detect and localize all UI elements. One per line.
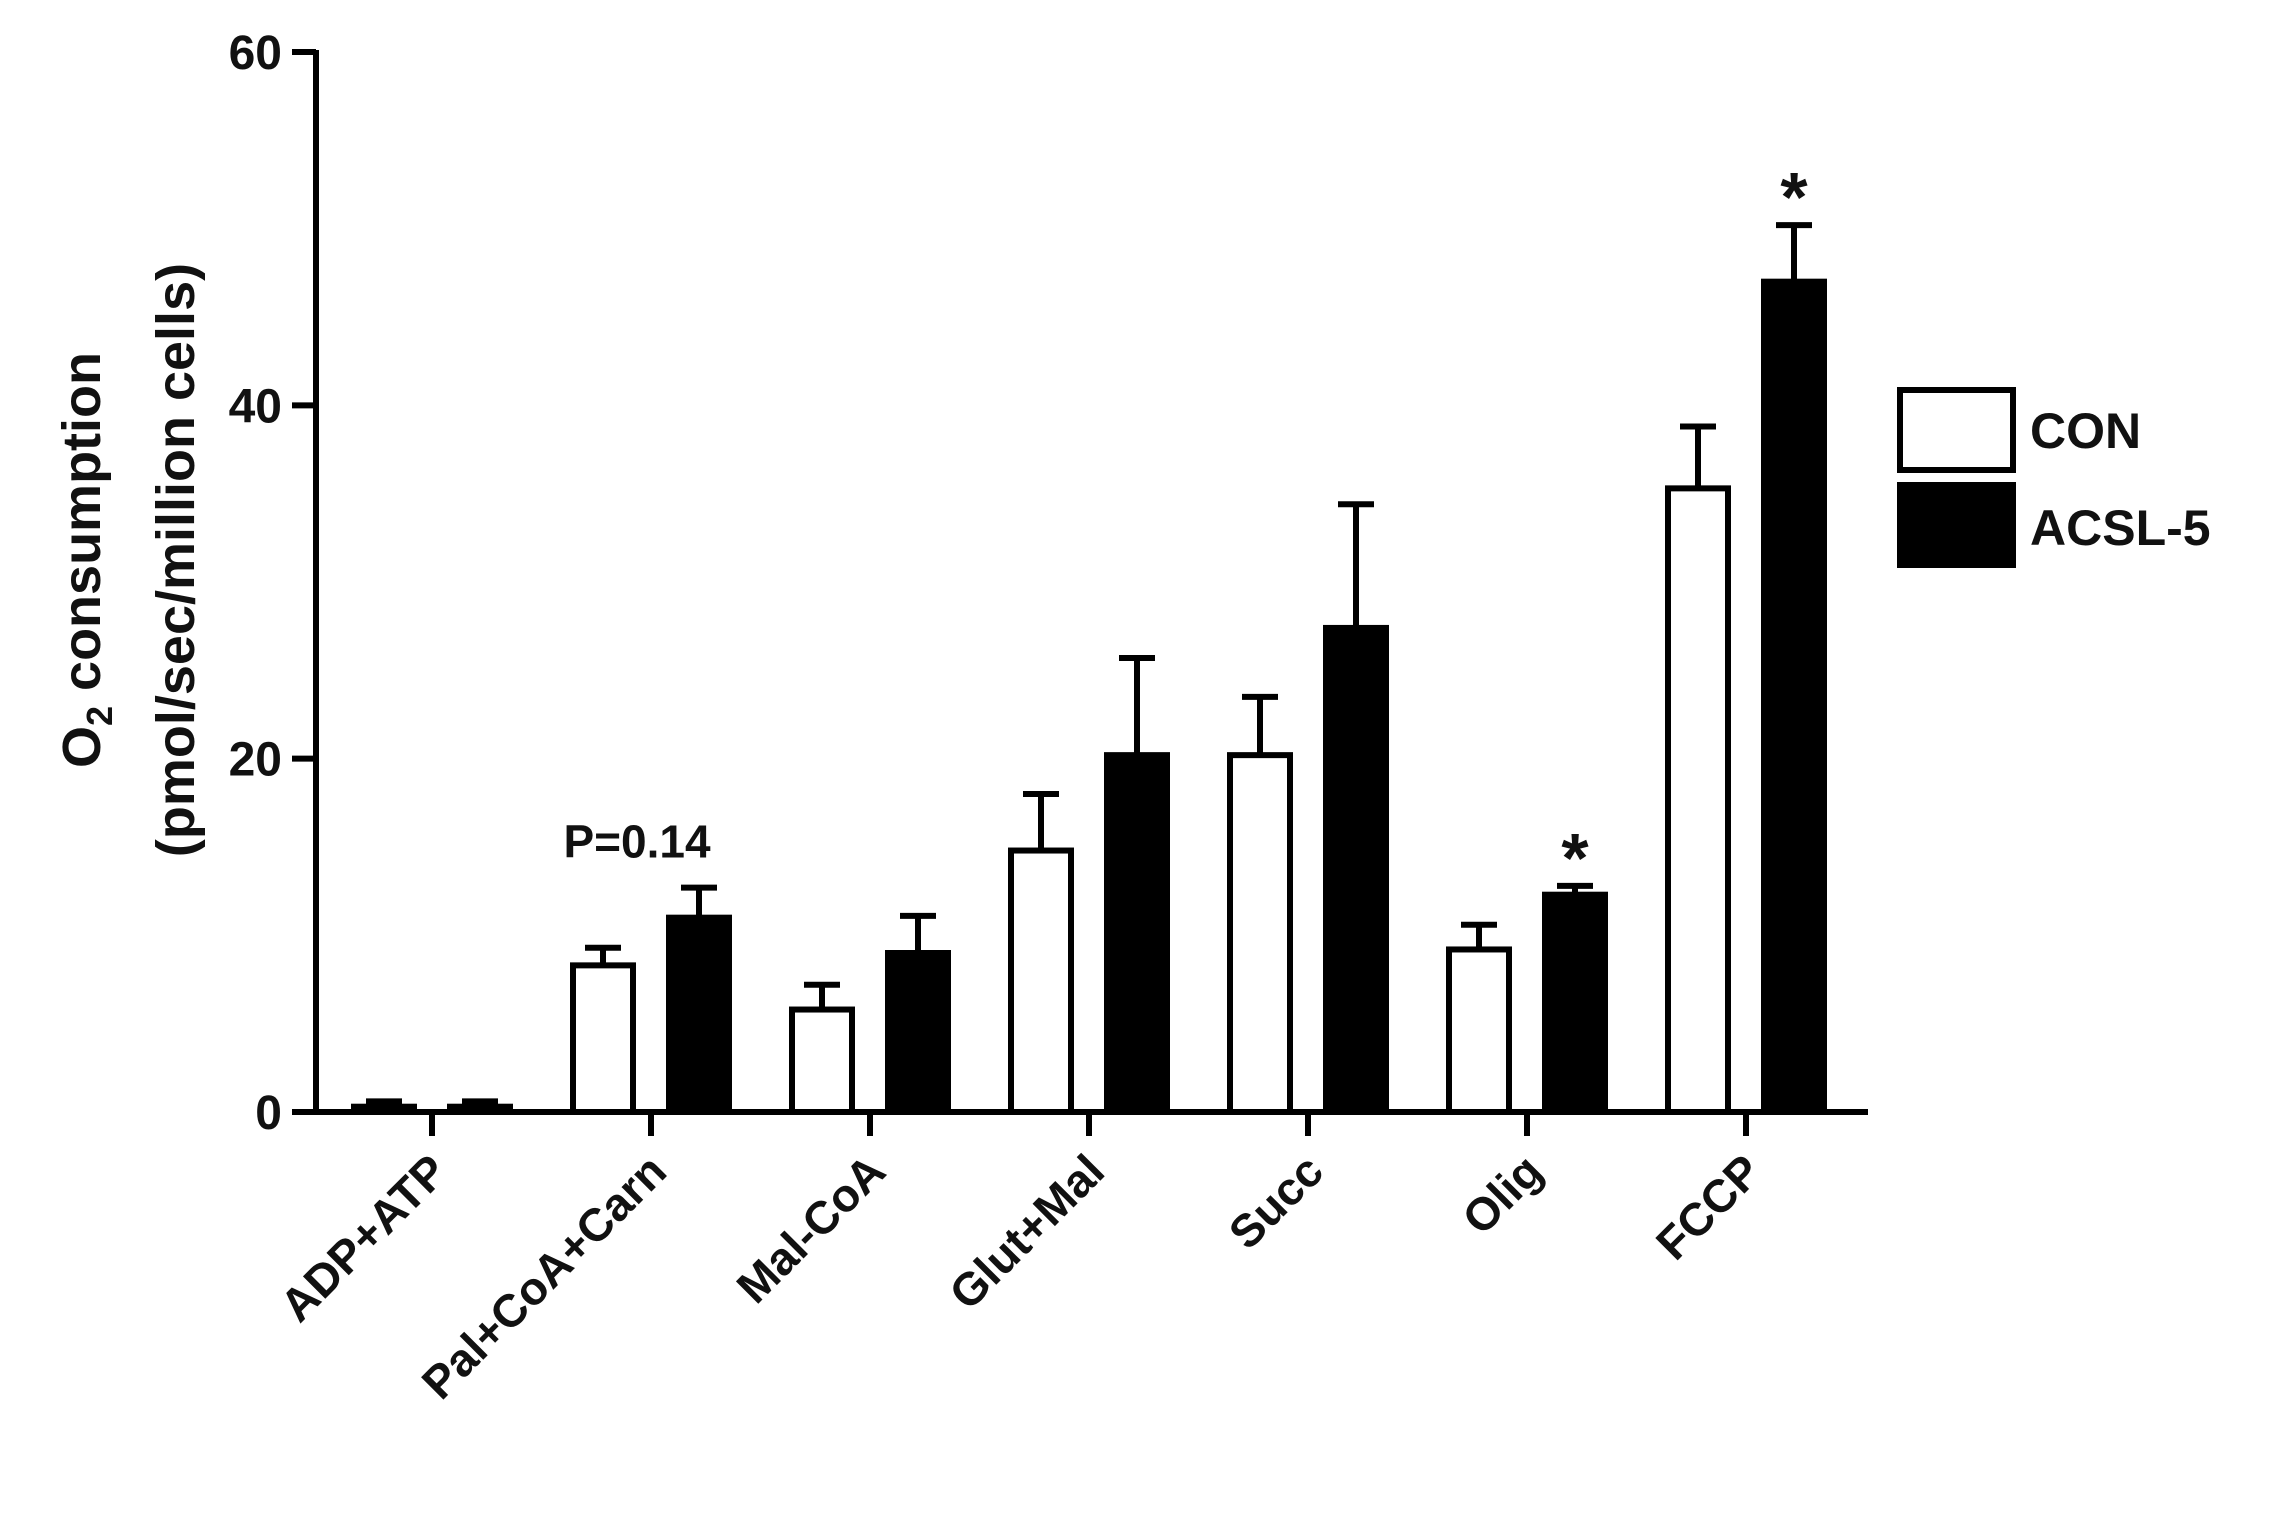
y-tick-label-0: 0 (255, 1087, 282, 1140)
y-axis-label-subscript: 2 (79, 706, 120, 726)
legend-label-acsl5: ACSL-5 (2030, 500, 2211, 556)
x-tick-label-mal-coa: Mal-CoA (726, 1144, 895, 1313)
bar-acsl-5-olig (1542, 891, 1608, 1116)
annotations-layer: P=0.14 * * (563, 158, 1808, 897)
legend-swatch-acsl5 (1897, 482, 2016, 568)
bars-layer (351, 278, 1827, 1116)
legend: CON ACSL-5 (1897, 387, 2211, 568)
x-tick-label-adp-atp: ADP+ATP (270, 1144, 457, 1331)
x-tick-label-olig: Olig (1452, 1144, 1552, 1244)
y-tick-label-20: 20 (229, 734, 282, 787)
bar-acsl-5-glut-mal (1104, 752, 1170, 1116)
bar-con-glut-mal (1008, 847, 1074, 1115)
legend-swatch-con (1897, 387, 2016, 473)
bar-con-mal-coa (789, 1006, 855, 1115)
bar-acsl-5-succ (1323, 624, 1389, 1116)
annotation-olig: * (1561, 819, 1589, 897)
y-axis-label-o: O (52, 726, 112, 768)
y-tick-label-60: 60 (229, 27, 282, 80)
bar-con-fccp (1665, 485, 1731, 1116)
y-tick-label-40: 40 (229, 380, 282, 433)
y-axis-label: O2 consumption (pmol/sec/million cells) (52, 263, 206, 857)
x-tick-label-glut-mal: Glut+Mal (939, 1144, 1114, 1319)
annotation-fccp: * (1780, 158, 1808, 236)
bar-acsl-5-fccp (1761, 278, 1827, 1115)
y-axis-label-line2: (pmol/sec/million cells) (146, 263, 206, 857)
x-tick-label-succ: Succ (1219, 1144, 1334, 1259)
y-axis-label-line1: O2 consumption (52, 352, 120, 768)
bar-con-succ (1227, 752, 1293, 1116)
bar-acsl-5-pal-coa-carn (666, 914, 732, 1116)
error-bars-layer (366, 222, 1812, 1107)
bar-acsl-5-mal-coa (885, 950, 951, 1115)
legend-label-con: CON (2030, 403, 2141, 459)
annotation-pal-coa-carn: P=0.14 (563, 815, 710, 867)
y-axis-label-rest: consumption (52, 352, 112, 706)
bar-con-olig (1446, 946, 1512, 1116)
bar-con-pal-coa-carn (570, 962, 636, 1115)
x-tick-label-fccp: FCCP (1646, 1144, 1771, 1269)
